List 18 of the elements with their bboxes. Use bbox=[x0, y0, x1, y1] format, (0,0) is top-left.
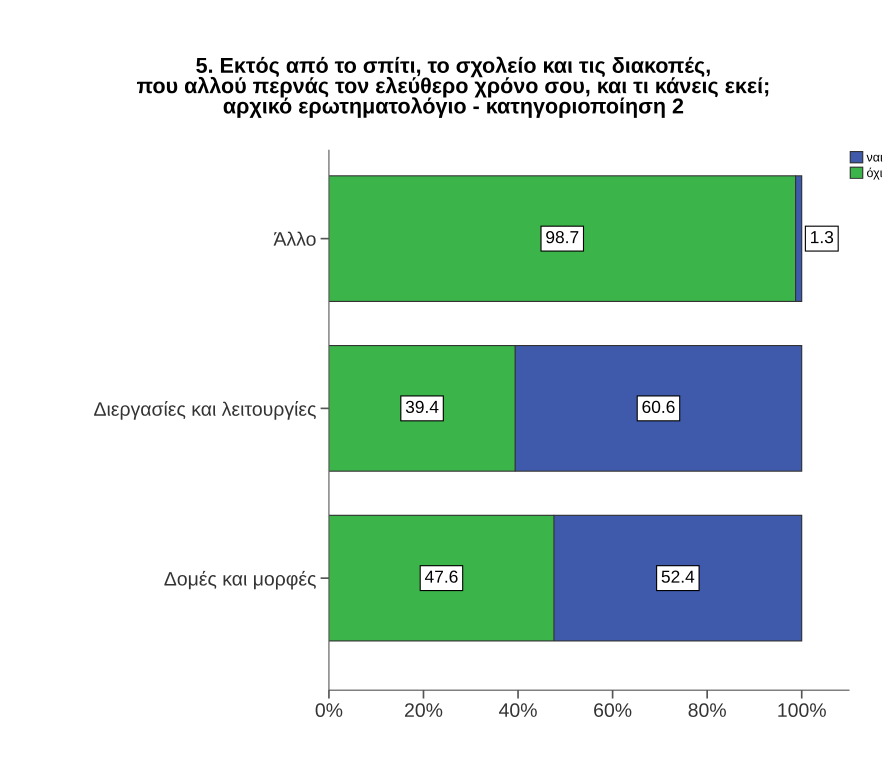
y-tick-label: Δομές και μορφές bbox=[164, 570, 316, 590]
y-tick-label: Διεργασίες και λειτουργίες bbox=[94, 401, 316, 420]
data-label: 47.6 bbox=[424, 570, 458, 583]
y-tick-label: Άλλο bbox=[274, 232, 316, 246]
x-tick-label: 60% bbox=[594, 703, 632, 717]
chart-title: 5. Εκτός από το σπίτι, το σχολείο και τις διακοπές, που αλλού περνάς τον ελεύθερο χρόνο σου, και τι κάνεις εκεί; αρχικό ερωτηματολόγιο - κατηγοριοποίηση 2 bbox=[136, 56, 768, 118]
x-tick-label: 100% bbox=[778, 703, 826, 717]
x-tick-label: 20% bbox=[405, 703, 442, 717]
x-tick-label: 40% bbox=[499, 703, 537, 717]
legend-label: όχι bbox=[867, 168, 882, 180]
x-tick-label: 0% bbox=[316, 703, 342, 717]
x-tick-label: 80% bbox=[688, 703, 726, 717]
data-label: 52.4 bbox=[662, 570, 694, 583]
data-label: 60.6 bbox=[642, 400, 675, 414]
data-label: 1.3 bbox=[811, 230, 834, 244]
data-label: 39.4 bbox=[406, 400, 438, 414]
data-label: 98.7 bbox=[546, 230, 578, 244]
legend-label: ναι bbox=[866, 154, 882, 162]
